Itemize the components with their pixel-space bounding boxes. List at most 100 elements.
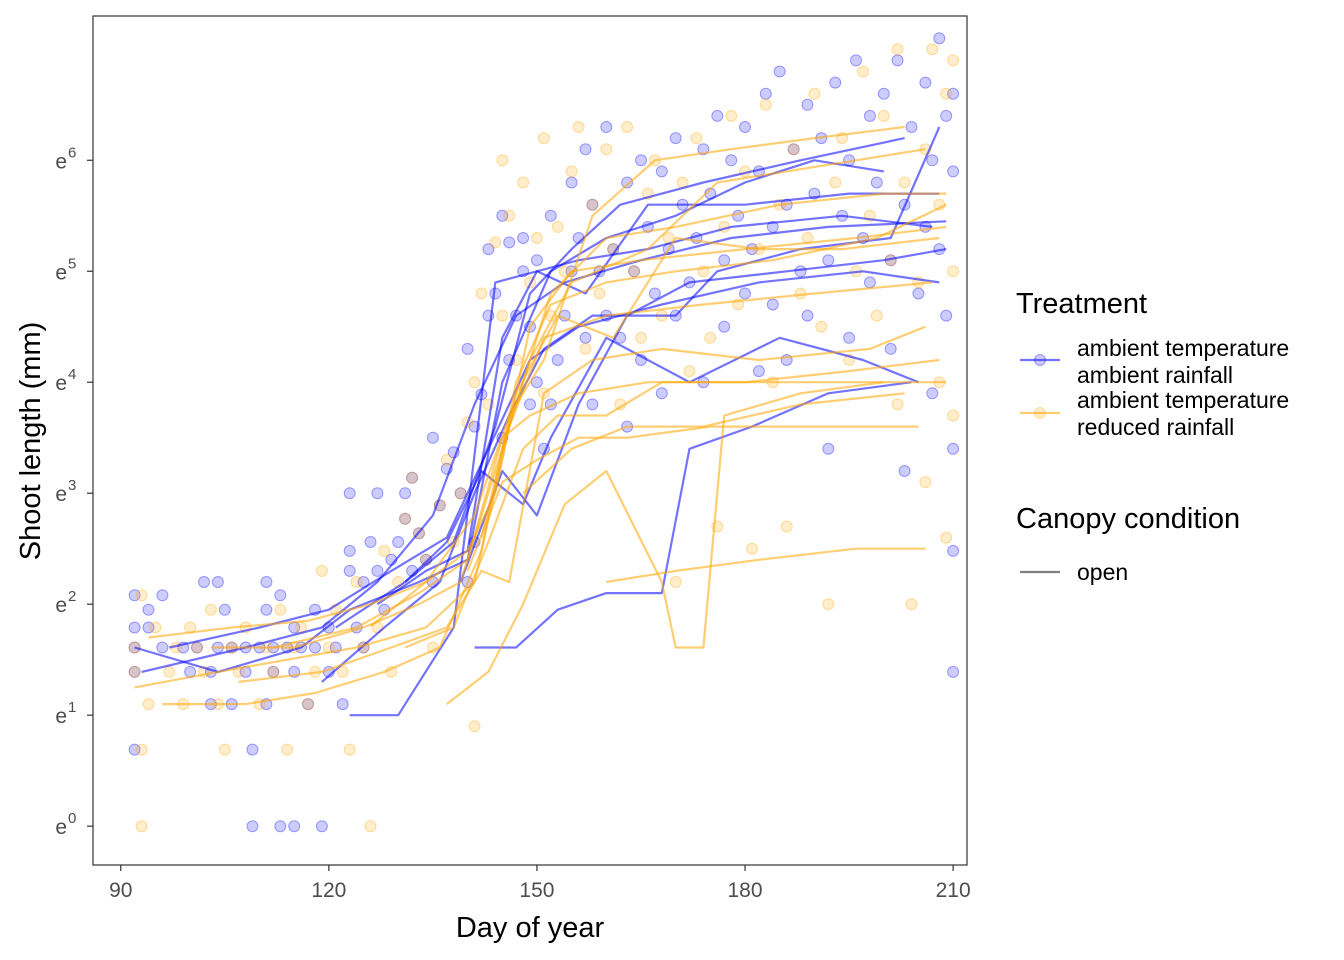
- x-tick-label: 90: [109, 879, 132, 902]
- data-point-ambient_ambient: [718, 254, 731, 267]
- data-point-ambient_ambient: [648, 287, 661, 300]
- data-point-ambient_reduced: [940, 531, 953, 544]
- data-point-ambient_ambient: [822, 442, 835, 455]
- trajectory-line-ambient_reduced: [238, 325, 926, 683]
- data-point-ambient_reduced: [593, 287, 606, 300]
- data-point-ambient_ambient: [260, 603, 273, 616]
- data-point-ambient_reduced: [621, 121, 634, 133]
- data-point-ambient_reduced: [378, 544, 391, 557]
- data-point-ambient_ambient: [947, 87, 960, 100]
- data-point-ambient_reduced: [891, 398, 904, 411]
- data-point-ambient_ambient: [392, 536, 405, 548]
- data-point-ambient_ambient: [898, 465, 911, 477]
- data-point-ambient_reduced: [780, 520, 793, 533]
- y-axis: e 0e 1e 2e 3e 4e 5e 6: [55, 144, 93, 839]
- data-point-ambient_ambient: [600, 121, 613, 133]
- y-tick-exponent: 1: [68, 699, 76, 716]
- legend-label-ambient-rainfall-line2: ambient rainfall: [1077, 362, 1233, 388]
- data-point-ambient_ambient: [926, 387, 939, 400]
- data-point-ambient_reduced: [135, 589, 148, 602]
- data-point-ambient_reduced: [336, 665, 349, 678]
- data-point-ambient_reduced: [440, 453, 453, 466]
- data-point-ambient_ambient: [482, 243, 495, 256]
- data-point-ambient_ambient: [364, 536, 377, 548]
- data-point-ambient_reduced: [364, 820, 377, 833]
- data-point-ambient_reduced: [218, 743, 231, 756]
- data-point-ambient_reduced: [191, 641, 203, 654]
- lines-ambient_reduced: [134, 125, 947, 706]
- data-point-ambient_ambient: [302, 698, 314, 711]
- data-point-ambient_ambient: [947, 665, 960, 678]
- data-point-ambient_ambient: [565, 176, 578, 189]
- x-tick-label: 120: [311, 879, 346, 902]
- data-point-ambient_reduced: [891, 43, 904, 56]
- data-point-ambient_reduced: [746, 542, 758, 555]
- data-point-ambient_reduced: [600, 143, 613, 156]
- data-point-ambient_ambient: [711, 109, 724, 122]
- data-point-ambient_ambient: [156, 641, 169, 654]
- data-point-ambient_ambient: [399, 512, 412, 525]
- y-tick-exponent: 2: [68, 588, 76, 605]
- data-point-ambient_reduced: [281, 743, 294, 756]
- data-point-ambient_reduced: [815, 320, 828, 333]
- data-point-ambient_ambient: [655, 165, 668, 178]
- data-point-ambient_reduced: [947, 54, 960, 67]
- trajectory-line-ambient_reduced: [606, 547, 926, 584]
- data-point-ambient_ambient: [759, 87, 772, 100]
- data-point-ambient_ambient: [621, 176, 634, 189]
- legend-title-treatment: Treatment: [1016, 288, 1147, 320]
- data-point-ambient_ambient: [891, 54, 904, 67]
- data-point-ambient_reduced: [870, 309, 883, 322]
- data-point-ambient_reduced: [399, 512, 412, 525]
- y-tick-exponent: 3: [68, 477, 76, 494]
- data-point-ambient_ambient: [544, 209, 557, 222]
- data-point-ambient_reduced: [128, 665, 141, 678]
- data-point-ambient_ambient: [822, 254, 835, 267]
- data-point-ambient_ambient: [371, 487, 384, 500]
- data-point-ambient_reduced: [572, 121, 585, 133]
- trajectory-line-ambient_ambient: [349, 214, 933, 717]
- panel-background: [93, 16, 967, 865]
- y-tick-label: e: [55, 261, 67, 284]
- data-point-ambient_reduced: [947, 409, 960, 422]
- data-point-ambient_ambient: [877, 87, 890, 100]
- data-point-ambient_ambient: [461, 342, 474, 355]
- legend-key-ambient-rainfall: [1020, 354, 1060, 366]
- data-point-ambient_ambient: [933, 32, 946, 45]
- data-point-ambient_reduced: [135, 820, 148, 833]
- data-point-ambient_ambient: [260, 576, 273, 588]
- data-point-ambient_ambient: [579, 331, 592, 344]
- y-tick-exponent: 0: [68, 810, 76, 827]
- trajectory-line-ambient_ambient: [321, 126, 941, 683]
- trajectory-line-ambient_ambient: [134, 159, 884, 674]
- data-point-ambient_reduced: [343, 743, 356, 756]
- data-point-ambient_ambient: [128, 665, 141, 678]
- trajectory-line-ambient_ambient: [169, 270, 940, 649]
- data-point-ambient_ambient: [884, 342, 897, 355]
- data-point-ambient_ambient: [274, 589, 287, 602]
- trajectory-line-ambient_ambient: [404, 137, 905, 583]
- data-point-ambient_reduced: [905, 598, 918, 611]
- data-point-ambient_ambient: [406, 471, 419, 484]
- data-point-ambient_reduced: [690, 132, 703, 145]
- data-point-ambient_reduced: [579, 342, 592, 355]
- trajectory-line-ambient_reduced: [466, 425, 919, 572]
- data-point-ambient_ambient: [454, 487, 467, 500]
- data-point-ambient_ambient: [343, 487, 356, 500]
- data-point-ambient_reduced: [496, 309, 509, 322]
- data-point-ambient_ambient: [801, 309, 814, 322]
- legend: Treatment ambient temperature ambient ra…: [1016, 288, 1289, 585]
- data-point-ambient_reduced: [204, 603, 217, 616]
- data-point-ambient_reduced: [586, 198, 599, 211]
- data-point-ambient_reduced: [315, 564, 328, 577]
- data-point-ambient_ambient: [919, 76, 932, 89]
- data-point-ambient_ambient: [912, 287, 925, 300]
- data-point-ambient_reduced: [877, 109, 890, 122]
- data-point-ambient_ambient: [752, 365, 765, 378]
- data-point-ambient_ambient: [524, 398, 536, 411]
- data-point-ambient_reduced: [274, 603, 287, 616]
- data-point-ambient_reduced: [808, 87, 821, 100]
- data-point-ambient_ambient: [940, 109, 953, 122]
- data-point-ambient_ambient: [496, 209, 509, 222]
